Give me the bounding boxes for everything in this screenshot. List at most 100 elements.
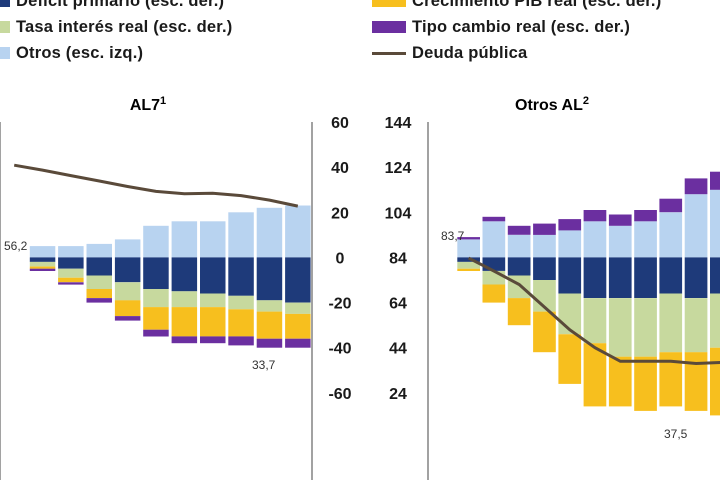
- bar-segment: [634, 356, 657, 411]
- bar-segment: [58, 246, 84, 258]
- bar-segment: [86, 243, 112, 258]
- bar-segment: [608, 225, 632, 258]
- bar-segment: [143, 329, 169, 337]
- bar-segment: [58, 282, 84, 285]
- bar-segment: [256, 207, 283, 258]
- legend-label: Crecimiento PIB real (esc. der.): [412, 0, 662, 10]
- bar-segment: [457, 261, 480, 269]
- bar-segment: [583, 343, 607, 407]
- bar-segment: [86, 298, 112, 303]
- legend-item: Tasa interés real (esc. der.): [0, 14, 232, 40]
- bar-segment: [659, 198, 683, 213]
- bar-segment: [634, 210, 657, 222]
- bar-segment: [710, 347, 720, 416]
- bar-segment: [285, 338, 311, 348]
- bar-segment: [256, 338, 283, 348]
- axis-tick-label: -60: [328, 386, 351, 403]
- bar-segment: [285, 257, 311, 303]
- bar-segment: [171, 221, 198, 258]
- bar-segment: [29, 257, 56, 262]
- bar-segment: [114, 239, 141, 258]
- bar-segment: [143, 307, 169, 330]
- bar-segment: [710, 257, 720, 294]
- axis-tick-label: 0: [336, 250, 345, 267]
- bar-segment: [482, 257, 506, 271]
- legend-item: Otros (esc. izq.): [0, 40, 143, 66]
- bar-segment: [58, 257, 84, 269]
- chart-panel-2: Otros AL2 144 124 104 84 64 44 24 83,7 37,5: [385, 95, 720, 480]
- legend-label: Deuda pública: [412, 43, 528, 62]
- bar-segment: [659, 352, 683, 407]
- bar-segment: [583, 221, 607, 258]
- axis-tick-label: 24: [389, 386, 407, 403]
- legend-line-swatch: [372, 51, 406, 55]
- bar-segment: [114, 257, 141, 283]
- bar-segment: [634, 298, 657, 357]
- bar-segment: [684, 194, 708, 258]
- bar-segment: [583, 298, 607, 344]
- legend-color-swatch: [372, 0, 406, 7]
- data-label: 33,7: [252, 358, 276, 372]
- bar-segment: [86, 257, 112, 276]
- debt-line: [467, 256, 720, 366]
- bar-segment: [228, 295, 254, 310]
- legend-label: Otros (esc. izq.): [16, 43, 144, 62]
- bar-segment: [256, 300, 283, 312]
- bar-segment: [200, 257, 226, 294]
- axis-tick-label: 60: [331, 115, 349, 132]
- bar-segment: [507, 257, 531, 276]
- bar-segment: [634, 257, 657, 298]
- data-label: 83,7: [441, 229, 465, 243]
- bar-segment: [86, 275, 112, 289]
- chart-panel-1: AL71 60 40 20 0 -20 -40 -60 56,2 33,7: [0, 95, 352, 480]
- bar-segment: [457, 239, 480, 258]
- bar-segment: [659, 257, 683, 294]
- bar-segment: [558, 334, 582, 384]
- bar-segment: [256, 311, 283, 339]
- bar-segment: [29, 261, 56, 267]
- axis-tick-label: -20: [328, 296, 351, 313]
- bar-segment: [507, 298, 531, 326]
- legend-item: Deuda pública: [372, 40, 527, 66]
- axis-tick-label: 40: [331, 160, 349, 177]
- legend-item: Crecimiento PIB real (esc. der.): [372, 0, 661, 14]
- bar-segment: [482, 216, 506, 222]
- bar-segment: [200, 307, 226, 337]
- legend-label: Tasa interés real (esc. der.): [16, 17, 233, 36]
- bar-segment: [684, 257, 708, 298]
- legend-color-swatch: [0, 0, 10, 7]
- chart-legend: Déficit primario (esc. der.) Crecimiento …: [0, 0, 720, 78]
- legend-color-swatch: [0, 21, 10, 33]
- bar-segment: [58, 268, 84, 278]
- bar-segment: [507, 225, 531, 235]
- bar-segment: [558, 257, 582, 294]
- axis-tick-label: 104: [385, 205, 412, 222]
- bar-segment: [608, 214, 632, 226]
- bar-segment: [507, 234, 531, 258]
- bar-segment: [114, 300, 141, 317]
- bar-segment: [482, 221, 506, 258]
- panel-title: Otros AL2: [515, 95, 589, 114]
- legend-label: Tipo cambio real (esc. der.): [412, 17, 631, 36]
- legend-item: Déficit primario (esc. der.): [0, 0, 224, 14]
- bar-segment: [285, 205, 311, 258]
- bar-segment: [143, 289, 169, 308]
- bar-segment: [200, 221, 226, 258]
- bar-segment: [200, 336, 226, 344]
- bar-segment: [171, 291, 198, 308]
- bar-segment: [114, 282, 141, 301]
- bar-segment: [228, 309, 254, 337]
- bar-segment: [228, 257, 254, 296]
- bar-segment: [200, 293, 226, 307]
- axis-tick-label: 20: [331, 205, 349, 222]
- bar-segment: [608, 356, 632, 407]
- axis-tick-label: 44: [389, 341, 407, 358]
- bar-segment: [684, 298, 708, 353]
- bar-segment: [457, 268, 480, 271]
- bar-segment: [285, 313, 311, 339]
- legend-color-swatch: [372, 21, 406, 33]
- bar-segment: [684, 352, 708, 411]
- axis-tick-label: 64: [389, 296, 407, 313]
- bar-segment: [29, 246, 56, 258]
